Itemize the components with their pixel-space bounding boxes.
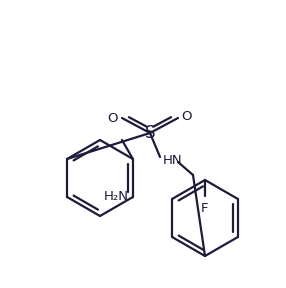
- Text: S: S: [145, 124, 155, 142]
- Text: O: O: [108, 111, 118, 124]
- Text: HN: HN: [163, 154, 183, 166]
- Text: O: O: [181, 109, 191, 122]
- Text: H₂N: H₂N: [104, 190, 129, 204]
- Text: F: F: [201, 202, 209, 215]
